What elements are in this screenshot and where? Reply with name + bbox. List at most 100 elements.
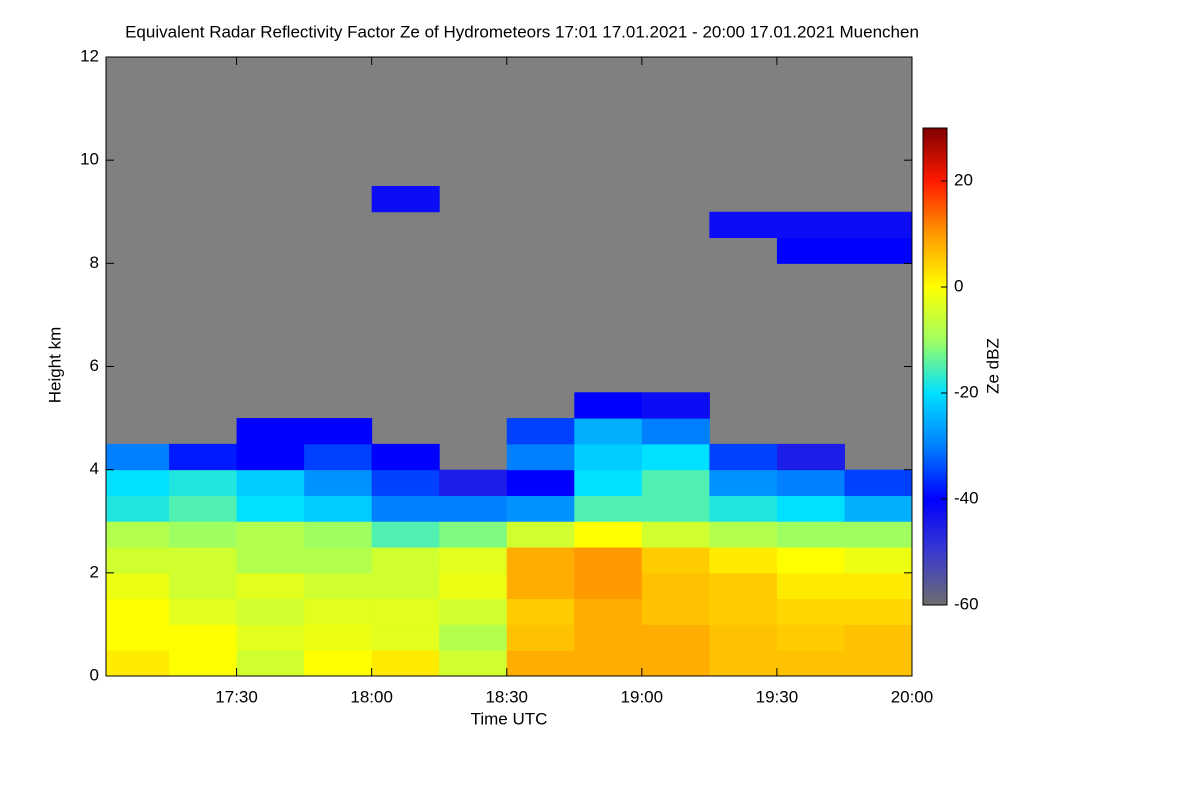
heatmap-cell xyxy=(574,624,643,651)
heatmap-cell xyxy=(371,469,440,496)
y-tick-label: 2 xyxy=(90,562,99,581)
colorbar-tick-label: -20 xyxy=(954,382,979,401)
x-tick-label: 19:30 xyxy=(756,687,799,706)
heatmap-cell xyxy=(709,547,778,574)
heatmap-cell xyxy=(439,624,508,651)
heatmap-cell xyxy=(169,572,238,600)
heatmap-cell xyxy=(574,572,643,600)
y-tick-label: 12 xyxy=(80,46,99,65)
heatmap-cell xyxy=(709,650,778,677)
heatmap-cell xyxy=(574,547,643,574)
y-tick-label: 4 xyxy=(90,459,99,478)
heatmap-cell xyxy=(574,495,643,522)
heatmap-cell xyxy=(439,650,508,677)
heatmap-cell xyxy=(304,572,373,600)
heatmap-cell xyxy=(506,598,575,625)
heatmap-cell xyxy=(574,521,643,548)
heatmap-cell xyxy=(709,211,778,239)
heatmap-cell xyxy=(169,598,238,625)
heatmap-cell xyxy=(236,443,305,471)
heatmap-cell xyxy=(371,495,440,522)
heatmap-cell xyxy=(106,624,170,651)
heatmap-cell xyxy=(506,521,575,548)
heatmap-cell xyxy=(371,624,440,651)
heatmap-cell xyxy=(844,521,913,548)
heatmap-cell xyxy=(169,469,238,496)
heatmap-cell xyxy=(844,650,913,677)
heatmap-cell xyxy=(236,572,305,600)
heatmap-cell xyxy=(844,624,913,651)
heatmap-cell xyxy=(106,521,170,548)
heatmap-cell xyxy=(106,443,170,471)
heatmap-cell xyxy=(506,469,575,496)
heatmap-cell xyxy=(106,547,170,574)
heatmap-cell xyxy=(776,650,845,677)
heatmap-cell xyxy=(304,598,373,625)
heatmap-cell xyxy=(439,495,508,522)
heatmap-cell xyxy=(776,443,845,471)
heatmap-cell xyxy=(844,469,913,496)
heatmap-cell xyxy=(371,572,440,600)
heatmap-cell xyxy=(169,521,238,548)
y-tick-label: 8 xyxy=(90,253,99,272)
colorbar-tick-label: -60 xyxy=(954,594,979,613)
x-tick-label: 20:00 xyxy=(891,687,934,706)
heatmap-cell xyxy=(106,650,170,677)
heatmap-cell xyxy=(776,211,845,239)
colorbar xyxy=(922,127,948,606)
heatmap-cell xyxy=(304,547,373,574)
colorbar-tick-label: -40 xyxy=(954,488,979,507)
heatmap-cell xyxy=(844,598,913,625)
heatmap-cell xyxy=(439,521,508,548)
heatmap-cell xyxy=(371,521,440,548)
colorbar-tick-label: 20 xyxy=(954,170,973,189)
heatmap-cell xyxy=(304,650,373,677)
heatmap-cell xyxy=(439,469,508,496)
heatmap-cell xyxy=(236,469,305,496)
heatmap-cell xyxy=(506,547,575,574)
x-tick-label: 17:30 xyxy=(215,687,258,706)
heatmap-cell xyxy=(574,469,643,496)
x-tick-label: 19:00 xyxy=(621,687,664,706)
heatmap-cell xyxy=(844,547,913,574)
heatmap-cell xyxy=(506,624,575,651)
heatmap-cell xyxy=(641,495,710,522)
heatmap-cell xyxy=(709,469,778,496)
y-tick-label: 6 xyxy=(90,356,99,375)
heatmap-cell xyxy=(641,650,710,677)
heatmap-cell xyxy=(236,547,305,574)
heatmap-cell xyxy=(844,495,913,522)
heatmap-cell xyxy=(371,185,440,213)
heatmap-cell xyxy=(106,572,170,600)
heatmap-cell xyxy=(709,624,778,651)
heatmap-cell xyxy=(506,572,575,600)
heatmap-cell xyxy=(709,572,778,600)
heatmap-cell xyxy=(236,650,305,677)
x-tick-label: 18:00 xyxy=(350,687,393,706)
heatmap-cell xyxy=(169,443,238,471)
heatmap-cell xyxy=(574,650,643,677)
heatmap-cell xyxy=(641,392,710,419)
heatmap-cell xyxy=(641,598,710,625)
heatmap-cell xyxy=(236,495,305,522)
heatmap-cell xyxy=(371,650,440,677)
heatmap-cell xyxy=(169,650,238,677)
heatmap-cell xyxy=(776,237,845,264)
heatmap-cell xyxy=(574,443,643,471)
heatmap-cell xyxy=(371,443,440,471)
heatmap-cell xyxy=(844,237,913,264)
heatmap-cell xyxy=(776,547,845,574)
heatmap-cell xyxy=(709,521,778,548)
heatmap-cell xyxy=(844,211,913,239)
heatmap-cell xyxy=(641,624,710,651)
heatmap-cell xyxy=(776,572,845,600)
heatmap-cell xyxy=(641,521,710,548)
heatmap-cell xyxy=(844,572,913,600)
x-tick-label: 18:30 xyxy=(485,687,528,706)
heatmap-cell xyxy=(506,650,575,677)
heatmap-cell xyxy=(641,418,710,445)
heatmap-cell xyxy=(776,495,845,522)
heatmap-cell xyxy=(106,598,170,625)
heatmap-cell xyxy=(641,547,710,574)
